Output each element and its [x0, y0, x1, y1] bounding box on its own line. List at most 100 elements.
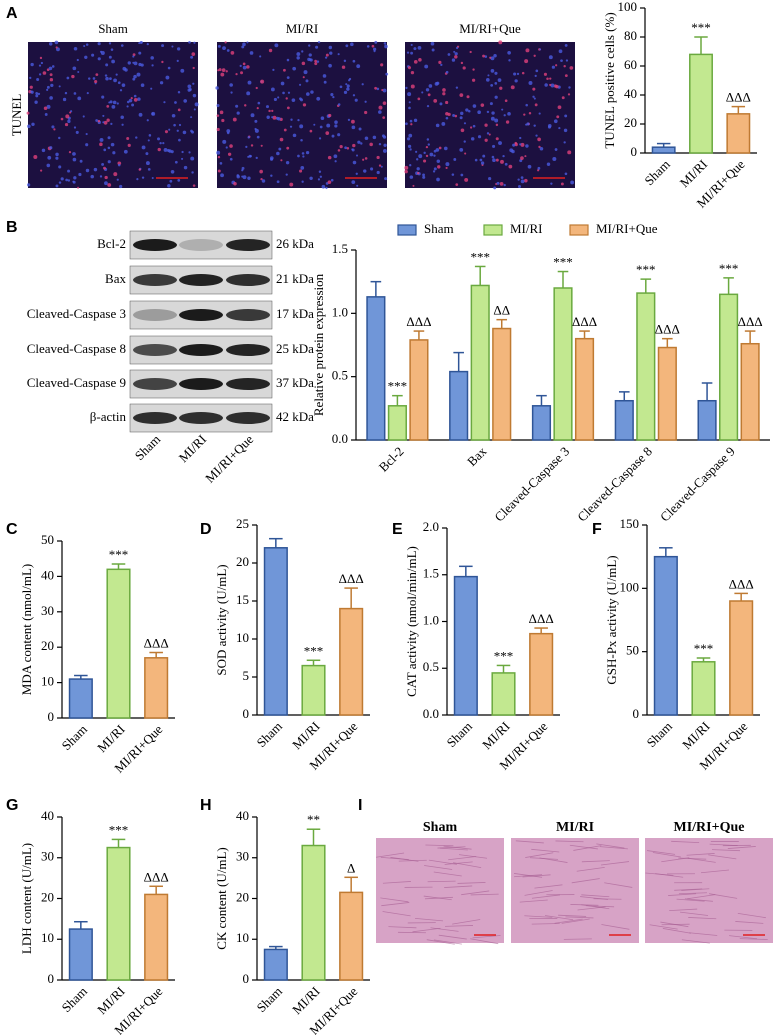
nucleus — [111, 104, 116, 109]
nucleus — [308, 44, 311, 47]
y-axis-label: CK content (U/mL) — [214, 847, 229, 950]
nucleus — [255, 86, 258, 90]
nucleus — [485, 78, 490, 82]
nucleus — [97, 42, 101, 46]
blot-band — [133, 378, 177, 390]
nucleus — [432, 170, 436, 173]
nucleus — [274, 43, 279, 48]
fiber — [544, 915, 574, 921]
nucleus — [85, 43, 89, 46]
nucleus — [183, 99, 188, 103]
nucleus — [490, 56, 495, 61]
nucleus — [305, 79, 309, 83]
nucleus — [334, 120, 338, 124]
fiber — [687, 857, 716, 863]
nucleus — [438, 60, 442, 64]
nucleus — [276, 151, 280, 156]
nucleus — [445, 116, 449, 120]
nucleus — [539, 146, 544, 151]
significance: *** — [109, 547, 129, 562]
nucleus — [247, 80, 252, 85]
significance: ΔΔΔ — [406, 314, 431, 329]
x-tick-label: Bcl-2 — [376, 444, 407, 475]
nucleus — [364, 110, 368, 115]
nucleus — [511, 149, 515, 154]
fiber — [681, 939, 710, 944]
legend-label: Sham — [424, 221, 454, 236]
nucleus — [498, 141, 502, 145]
nucleus — [90, 174, 94, 179]
nucleus — [319, 175, 323, 178]
nucleus — [60, 117, 64, 121]
fiber — [662, 928, 691, 934]
nucleus — [333, 154, 338, 159]
nucleus — [317, 40, 321, 44]
nucleus — [337, 53, 340, 56]
nucleus — [445, 112, 449, 116]
nucleus — [500, 159, 504, 164]
nucleus — [343, 90, 348, 94]
nucleus — [364, 136, 369, 141]
legend-swatch — [483, 224, 503, 236]
nucleus — [95, 119, 99, 122]
nucleus — [310, 90, 314, 94]
nucleus — [68, 151, 72, 154]
blot-band — [179, 239, 223, 251]
nucleus — [328, 45, 333, 50]
bar — [453, 575, 478, 716]
nucleus — [356, 64, 361, 69]
nucleus — [150, 87, 153, 90]
nucleus — [254, 127, 257, 131]
y-tick-label: 10 — [236, 630, 249, 645]
nucleus — [343, 59, 347, 63]
nucleus — [178, 138, 181, 142]
fiber — [681, 888, 710, 891]
nucleus — [242, 65, 247, 70]
nucleus — [472, 124, 476, 128]
nucleus — [445, 70, 449, 74]
nucleus — [345, 83, 348, 86]
nucleus — [319, 125, 323, 129]
nucleus — [67, 119, 71, 124]
blot-band — [133, 309, 177, 321]
nucleus — [291, 98, 296, 102]
y-tick-label: 0 — [48, 709, 55, 724]
blot-band — [179, 274, 223, 286]
y-tick-label: 0 — [631, 144, 638, 159]
nucleus — [289, 125, 293, 128]
y-tick-label: 1.0 — [423, 612, 439, 627]
fiber — [531, 894, 561, 899]
nucleus — [76, 58, 79, 62]
image-title: MI/RI+Que — [459, 21, 521, 36]
y-tick-label: 10 — [236, 930, 249, 945]
nucleus — [109, 100, 113, 104]
nucleus — [161, 44, 165, 48]
nucleus — [374, 86, 377, 90]
fiber — [376, 852, 405, 858]
nucleus — [215, 86, 219, 90]
nucleus — [426, 138, 430, 141]
nucleus — [246, 65, 250, 69]
fiber — [569, 844, 598, 850]
nucleus — [469, 50, 472, 54]
significance: *** — [636, 262, 656, 277]
nucleus — [436, 81, 440, 85]
y-tick-label: 0.5 — [332, 368, 348, 383]
nucleus — [313, 123, 316, 126]
nucleus — [442, 88, 446, 92]
nucleus — [181, 157, 184, 160]
nucleus — [55, 152, 59, 157]
nucleus — [337, 149, 341, 152]
nucleus — [183, 165, 188, 170]
nucleus — [453, 158, 457, 161]
nucleus — [413, 47, 417, 51]
nucleus — [133, 61, 138, 66]
nucleus — [354, 98, 358, 102]
blot-band — [133, 274, 177, 286]
x-tick-label: MI/RI — [677, 157, 711, 191]
bar — [492, 327, 512, 441]
nucleus — [422, 175, 426, 179]
image-title: Sham — [98, 21, 128, 36]
nucleus — [271, 116, 274, 119]
y-tick-label: 20 — [624, 115, 637, 130]
